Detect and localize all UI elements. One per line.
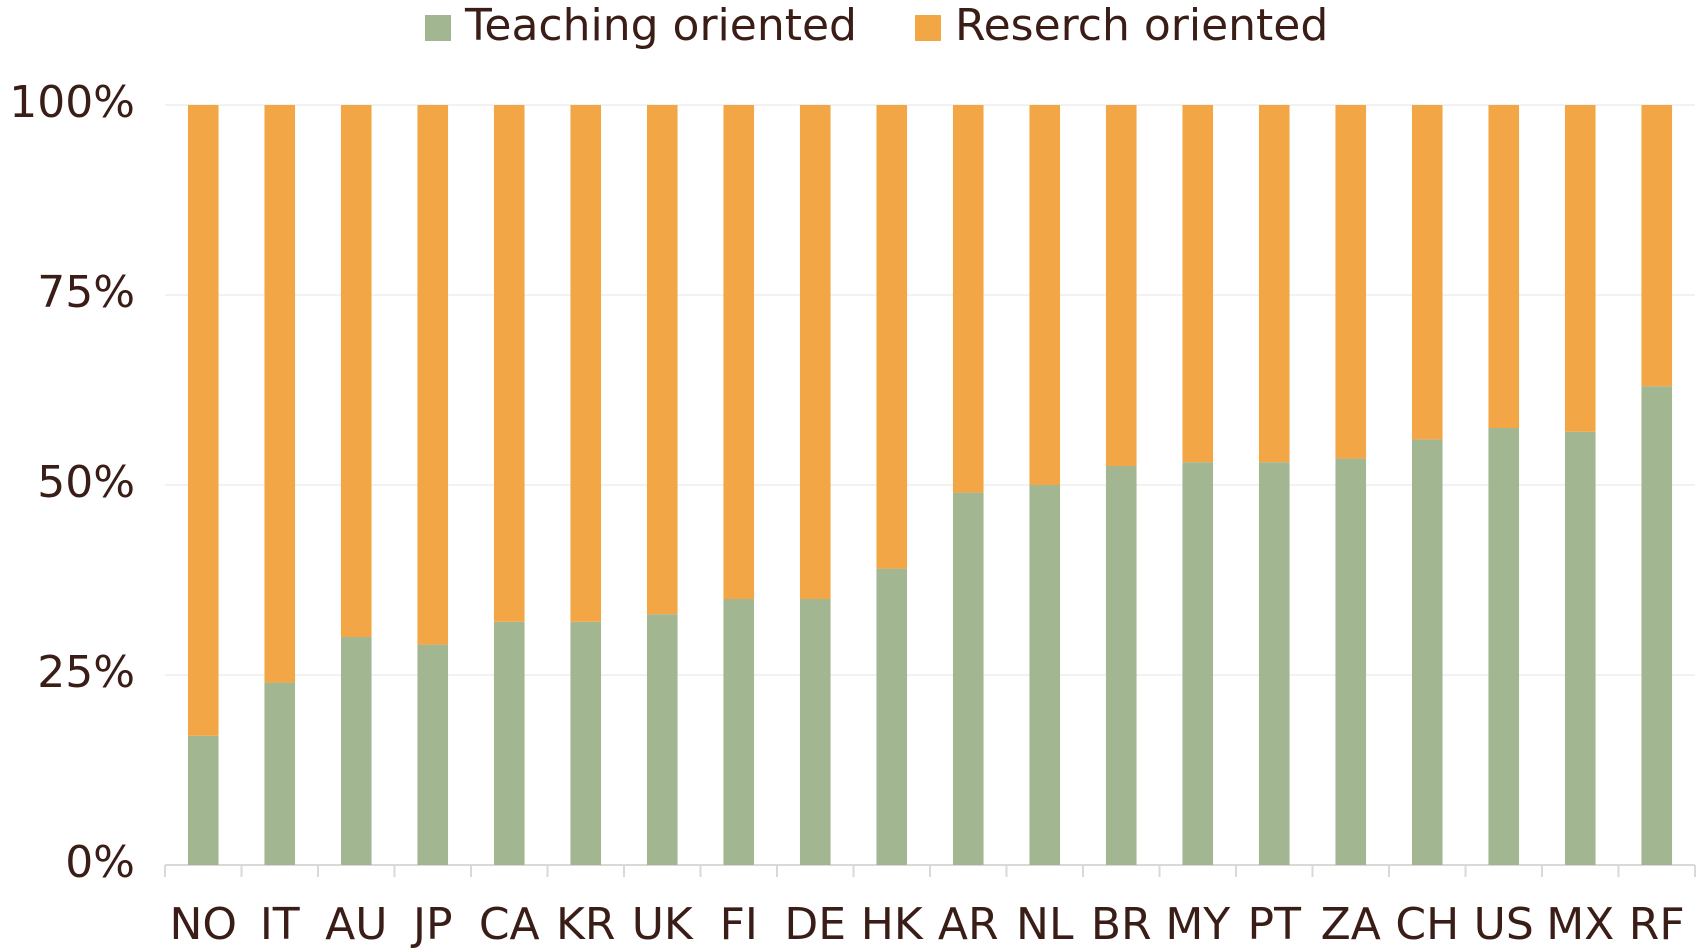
- bar-segment: [723, 105, 755, 599]
- x-tick-label: AR: [938, 899, 999, 950]
- bar-segment: [340, 637, 372, 865]
- x-tick-label: FI: [720, 899, 758, 950]
- bar-segment: [876, 105, 908, 569]
- bar-segment: [1105, 466, 1137, 865]
- x-tick-label: CH: [1395, 899, 1459, 950]
- bar-segment: [1258, 462, 1290, 865]
- bar-segment: [646, 614, 678, 865]
- bar-segment: [1182, 105, 1214, 463]
- bar-segment: [1029, 105, 1061, 485]
- bar-segment: [1335, 105, 1367, 459]
- bar-segment: [1411, 105, 1443, 440]
- x-tick-label: RF: [1629, 899, 1685, 950]
- y-tick-label: 75%: [37, 267, 135, 318]
- bar-segment: [187, 735, 219, 865]
- x-tick-label: PT: [1248, 899, 1302, 950]
- bar-segment: [1564, 105, 1596, 432]
- bar-segment: [1258, 105, 1290, 463]
- bar-segment: [187, 105, 219, 736]
- legend-label: Teaching oriented: [464, 0, 857, 51]
- bar-segment: [1029, 485, 1061, 865]
- legend-label: Reserch oriented: [955, 0, 1328, 51]
- bar-segment: [876, 568, 908, 865]
- bar-segment: [570, 105, 602, 622]
- bar-segment: [1411, 439, 1443, 865]
- y-tick-label: 25%: [37, 647, 135, 698]
- bar-segment: [646, 105, 678, 615]
- bar-segment: [1182, 462, 1214, 865]
- bar-segment: [799, 599, 831, 865]
- bar-segment: [952, 105, 984, 493]
- bar-segment: [1641, 386, 1673, 865]
- bar-segment: [570, 621, 602, 865]
- bar-segment: [493, 621, 525, 865]
- bar-segment: [799, 105, 831, 599]
- x-tick-label: ZA: [1321, 899, 1381, 950]
- bar-segment: [264, 105, 296, 683]
- x-tick-label: BR: [1091, 899, 1152, 950]
- bar-segment: [340, 105, 372, 637]
- bar-segment: [723, 599, 755, 865]
- x-tick-label: MY: [1165, 899, 1230, 950]
- x-tick-label: NO: [169, 899, 237, 950]
- legend-swatch: [915, 15, 941, 41]
- y-tick-label: 0%: [65, 837, 135, 888]
- x-tick-label: US: [1474, 899, 1534, 950]
- y-tick-label: 50%: [37, 457, 135, 508]
- bar-segment: [264, 682, 296, 865]
- bar-segment: [417, 644, 449, 865]
- x-tick-label: KR: [556, 899, 615, 950]
- bar-segment: [493, 105, 525, 622]
- x-tick-label: IT: [260, 899, 300, 950]
- bar-segment: [1335, 458, 1367, 865]
- x-tick-label: NL: [1016, 899, 1074, 950]
- legend-swatch: [425, 15, 451, 41]
- y-tick-label: 100%: [9, 77, 135, 128]
- x-tick-label: CA: [479, 899, 540, 950]
- x-tick-label: JP: [410, 899, 453, 950]
- bar-segment: [1488, 428, 1520, 865]
- x-tick-label: DE: [784, 899, 846, 950]
- bar-segment: [1105, 105, 1137, 466]
- bar-segment: [1564, 431, 1596, 865]
- x-tick-label: UK: [632, 899, 694, 950]
- x-tick-label: HK: [861, 899, 924, 950]
- x-tick-label: MX: [1546, 899, 1614, 950]
- bar-segment: [1488, 105, 1520, 428]
- bar-segment: [1641, 105, 1673, 387]
- x-tick-label: AU: [325, 899, 387, 950]
- bar-segment: [952, 492, 984, 865]
- bar-segment: [417, 105, 449, 645]
